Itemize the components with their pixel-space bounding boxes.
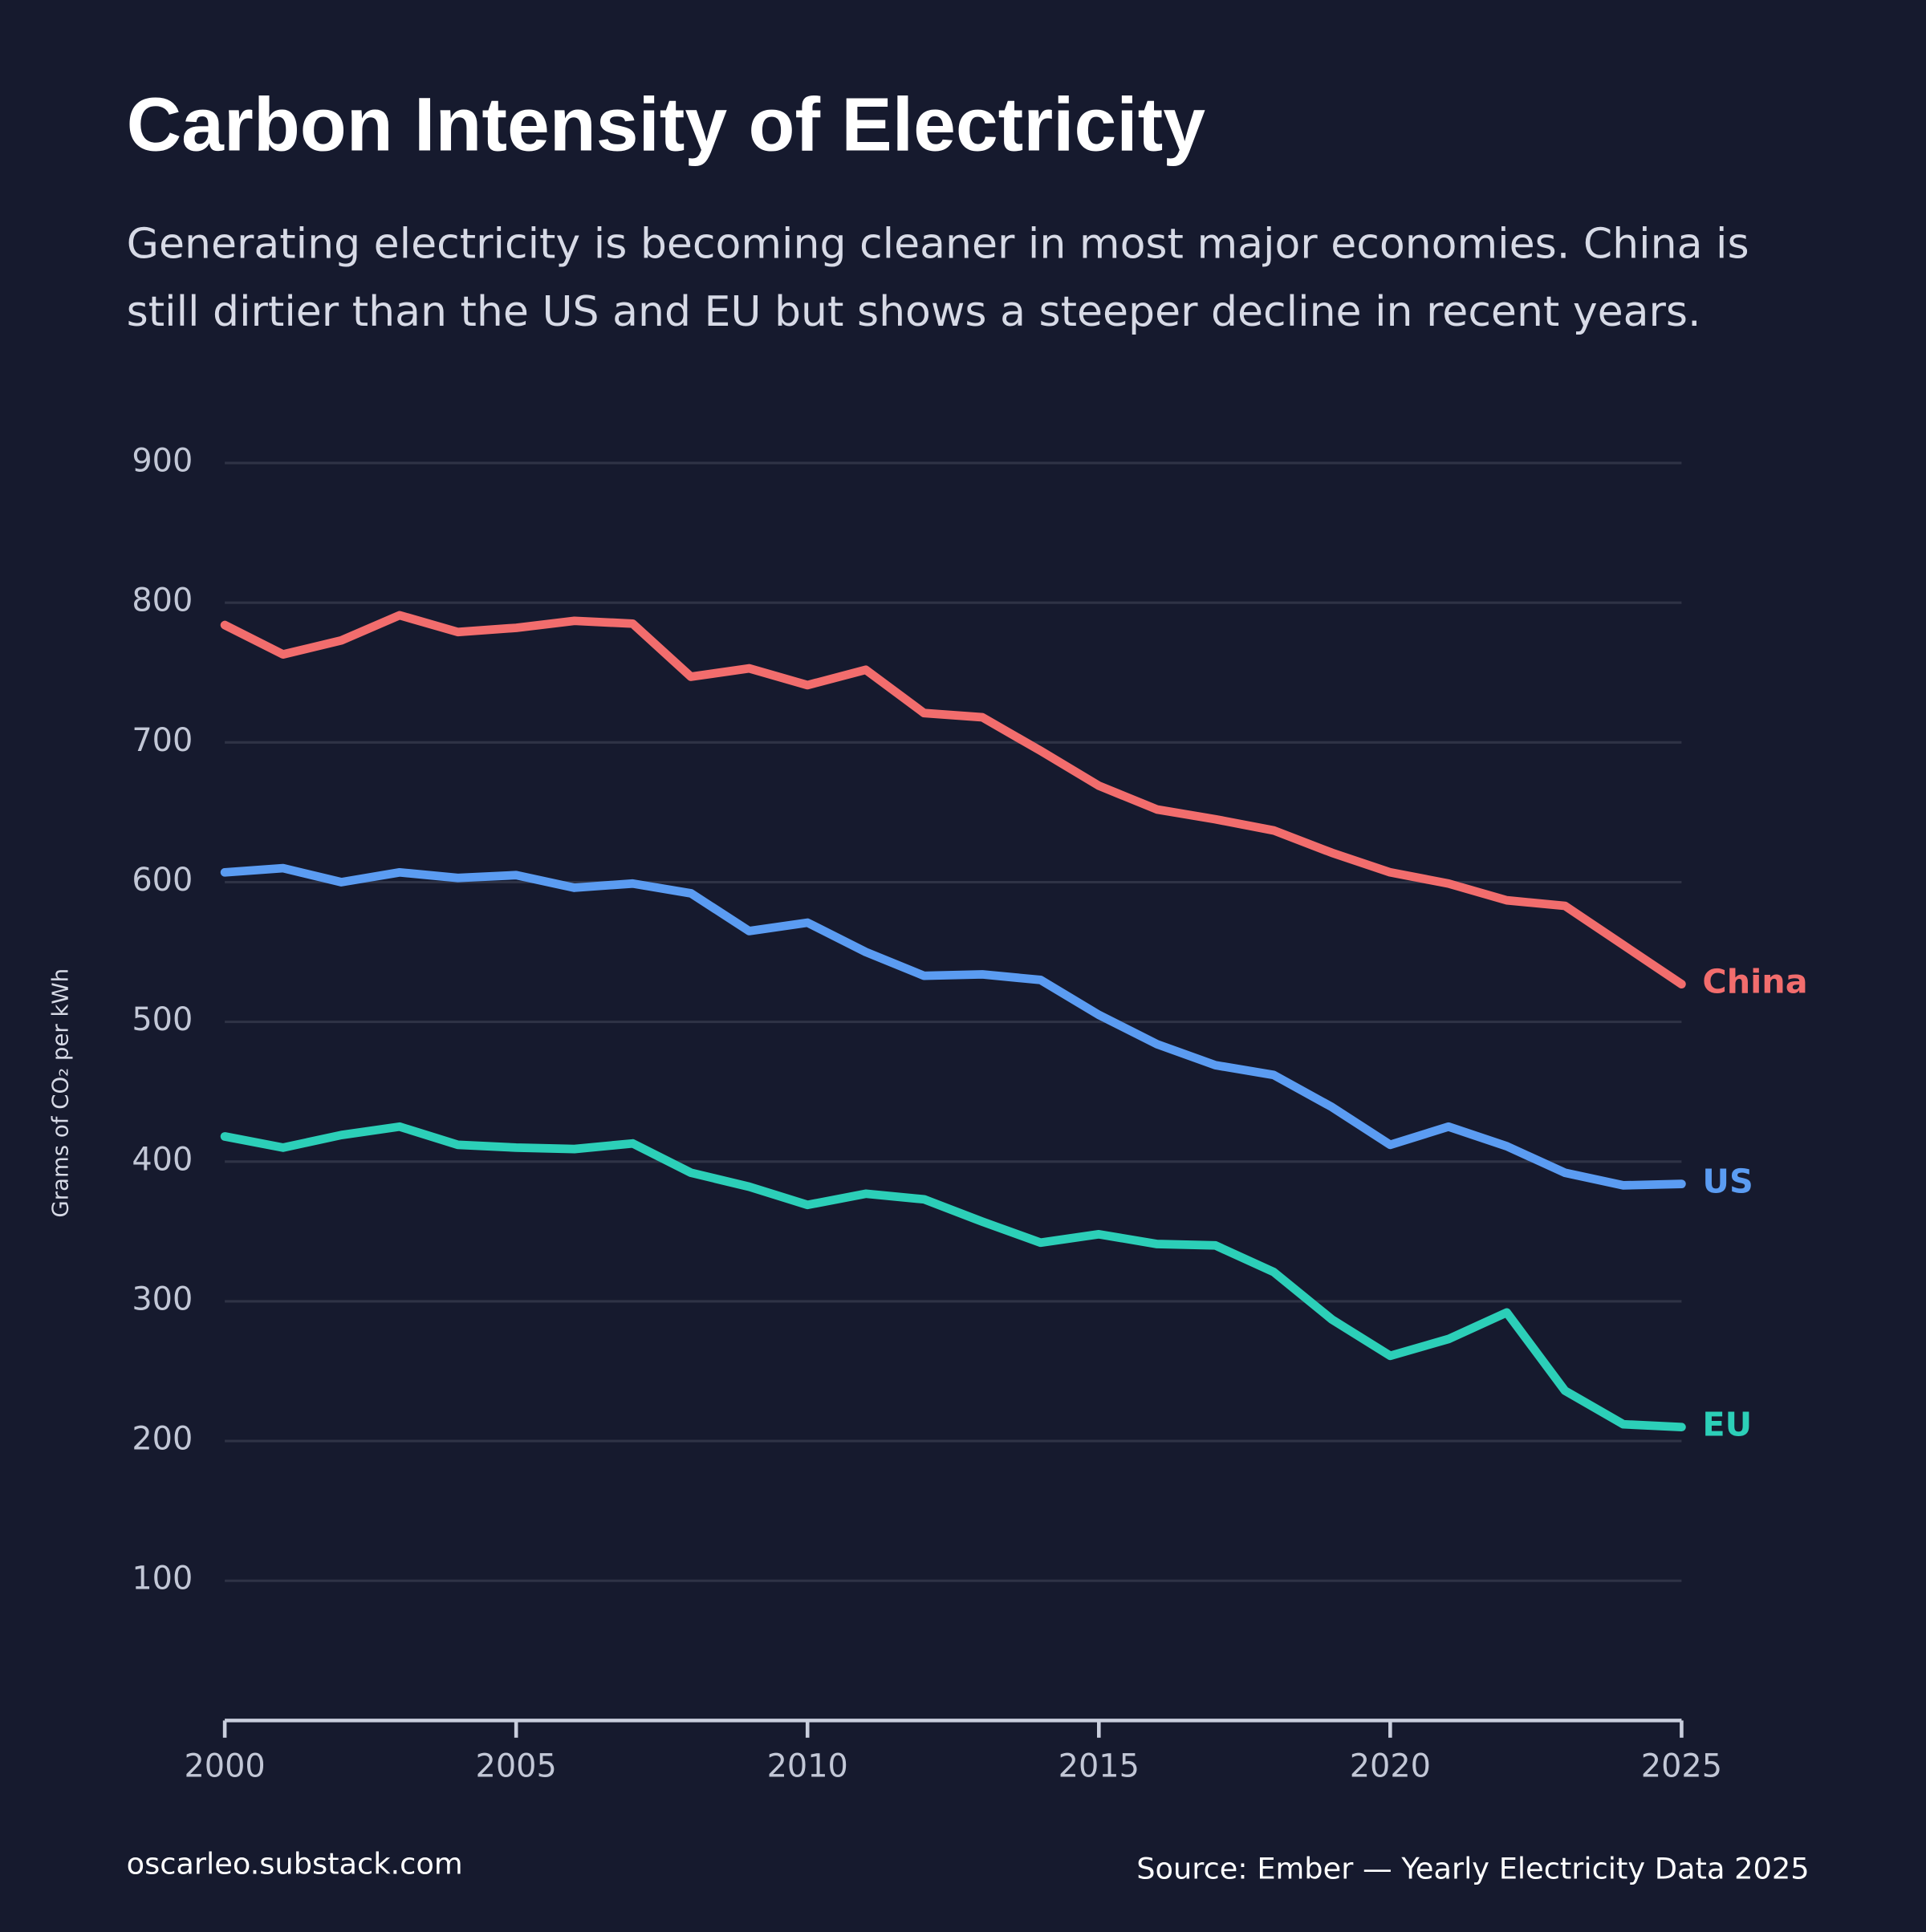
x-tick-label: 2000 [184, 1748, 265, 1785]
series-line [220, 611, 1686, 988]
footer-source: Source: Ember — Yearly Electricity Data … [1136, 1852, 1809, 1886]
x-tick-label: 2010 [767, 1748, 848, 1785]
y-tick-label: 900 [132, 443, 193, 480]
series-line [220, 1122, 1686, 1432]
y-tick-label: 600 [132, 862, 193, 899]
series-label: EU [1702, 1406, 1752, 1444]
y-tick-label: 300 [132, 1281, 193, 1317]
y-tick-label: 200 [132, 1421, 193, 1458]
y-tick-label: 100 [132, 1561, 193, 1597]
y-tick-label: 700 [132, 722, 193, 759]
y-axis-label: Grams of CO₂ per kWh [48, 968, 74, 1218]
y-tick-label: 800 [132, 582, 193, 619]
x-tick-label: 2025 [1641, 1748, 1722, 1785]
chart-subtitle: Generating electricity is becoming clean… [127, 221, 1749, 269]
y-tick-label: 400 [132, 1141, 193, 1178]
x-tick-label: 2015 [1058, 1748, 1140, 1785]
x-tick-label: 2005 [476, 1748, 557, 1785]
chart-title: Carbon Intensity of Electricity [127, 82, 1206, 167]
x-tick-label: 2020 [1350, 1748, 1431, 1785]
footer-credit: oscarleo.substack.com [127, 1846, 463, 1881]
y-tick-label: 500 [132, 1001, 193, 1038]
series-label: US [1702, 1163, 1753, 1201]
chart-subtitle: still dirtier than the US and EU but sho… [127, 288, 1701, 336]
series-label: China [1702, 963, 1807, 1001]
series-line [220, 863, 1686, 1190]
